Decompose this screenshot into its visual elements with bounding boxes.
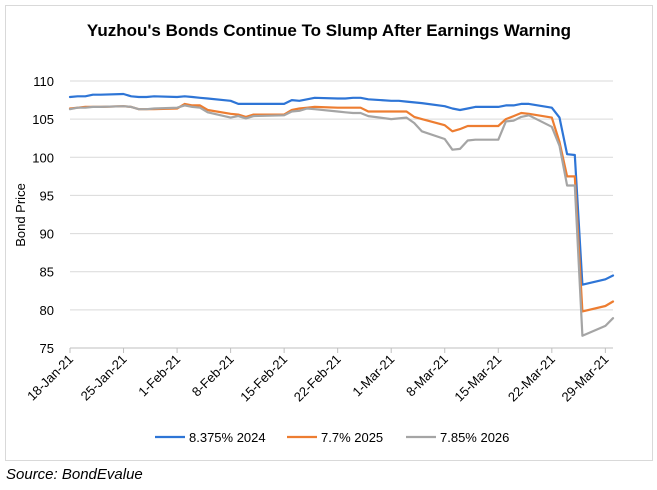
y-tick-label: 80 (40, 303, 54, 318)
y-tick-label: 95 (40, 188, 54, 203)
chart-title: Yuzhou's Bonds Continue To Slump After E… (87, 21, 571, 40)
x-tick-label: 1-Mar-21 (349, 352, 397, 400)
x-tick-label: 29-Mar-21 (558, 352, 611, 405)
legend: 8.375% 2024 7.7% 2025 7.85% 2026 (155, 430, 509, 445)
legend-label: 7.7% 2025 (321, 430, 383, 445)
series-line-2 (68, 102, 615, 313)
x-tick-label: 8-Mar-21 (403, 352, 451, 400)
line-chart: Yuzhou's Bonds Continue To Slump After E… (13, 21, 615, 445)
x-tick-label: 15-Mar-21 (451, 352, 504, 405)
legend-label: 8.375% 2024 (189, 430, 266, 445)
y-tick-label: 110 (33, 74, 54, 89)
x-axis: 18-Jan-21 25-Jan-21 1-Feb-21 8-Feb-21 15-Feb… (24, 347, 613, 405)
x-tick-label: 22-Mar-21 (505, 352, 558, 405)
x-tick-label: 15-Feb-21 (237, 352, 290, 405)
y-tick-label: 75 (40, 341, 54, 356)
y-tick-label: 100 (32, 150, 54, 165)
legend-label: 7.85% 2026 (440, 430, 509, 445)
source-note: Source: BondEvalue (6, 466, 143, 483)
gridlines (70, 80, 613, 349)
x-tick-label: 22-Feb-21 (291, 352, 344, 405)
x-tick-label: 25-Jan-21 (78, 352, 130, 404)
y-tick-label: 90 (40, 227, 54, 242)
x-tick-label: 8-Feb-21 (189, 352, 237, 400)
series-line-3 (68, 104, 615, 337)
y-axis-label: Bond Price (13, 183, 28, 247)
y-tick-labels: 75 80 85 90 95 100 105 110 (32, 74, 54, 356)
y-tick-label: 105 (32, 112, 54, 127)
x-tick-label: 1-Feb-21 (135, 352, 183, 400)
series-lines (68, 92, 615, 337)
x-tick-label: 18-Jan-21 (24, 352, 76, 404)
y-tick-label: 85 (40, 265, 54, 280)
series-line-1 (68, 92, 615, 286)
